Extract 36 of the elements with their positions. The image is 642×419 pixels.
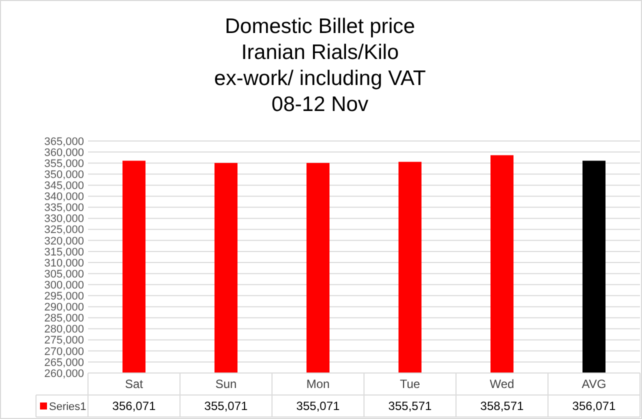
y-tick-label: 365,000	[44, 136, 84, 148]
y-tick-label: 320,000	[44, 235, 84, 248]
data-label: 355,571	[388, 399, 432, 414]
y-tick-label: 295,000	[44, 290, 84, 303]
y-tick-label: 310,000	[44, 257, 84, 270]
y-tick-label: 340,000	[44, 191, 84, 204]
x-tick-label: AVG	[582, 377, 606, 392]
y-tick-label: 290,000	[44, 302, 84, 314]
x-tick-label: Sat	[124, 377, 144, 392]
data-label: 355,071	[204, 399, 248, 414]
y-tick-label: 305,000	[44, 268, 84, 280]
y-tick-label: 335,000	[44, 202, 84, 214]
x-tick-label: Sun	[215, 377, 237, 392]
y-tick-label: 260,000	[44, 368, 84, 380]
y-tick-label: 265,000	[44, 356, 84, 369]
y-tick-label: 360,000	[44, 146, 84, 159]
data-label: 358,571	[480, 399, 524, 414]
y-tick-label: 300,000	[44, 279, 84, 292]
chart-title: Domestic Billet price Iranian Rials/Kilo ex-work/ including VAT 08-12 Nov	[214, 15, 426, 116]
data-label: 355,071	[296, 399, 340, 414]
y-tick-label: 345,000	[44, 180, 84, 192]
y-tick-label: 315,000	[44, 246, 84, 258]
y-tick-label: 270,000	[44, 346, 84, 358]
y-tick-label: 350,000	[44, 168, 84, 181]
y-tick-label: 280,000	[44, 324, 84, 336]
x-tick-label: Tue	[400, 377, 420, 392]
y-tick-label: 330,000	[44, 213, 84, 226]
data-label: 356,071	[112, 399, 156, 414]
y-tick-label: 325,000	[44, 224, 84, 236]
x-tick-label: Mon	[306, 377, 330, 392]
data-label: 356,071	[572, 399, 616, 414]
legend-label: Series1	[49, 400, 86, 413]
y-tick-label: 355,000	[44, 158, 84, 170]
y-tick-label: 285,000	[44, 312, 84, 325]
x-tick-label: Wed	[490, 377, 514, 392]
y-tick-label: 275,000	[44, 334, 84, 347]
